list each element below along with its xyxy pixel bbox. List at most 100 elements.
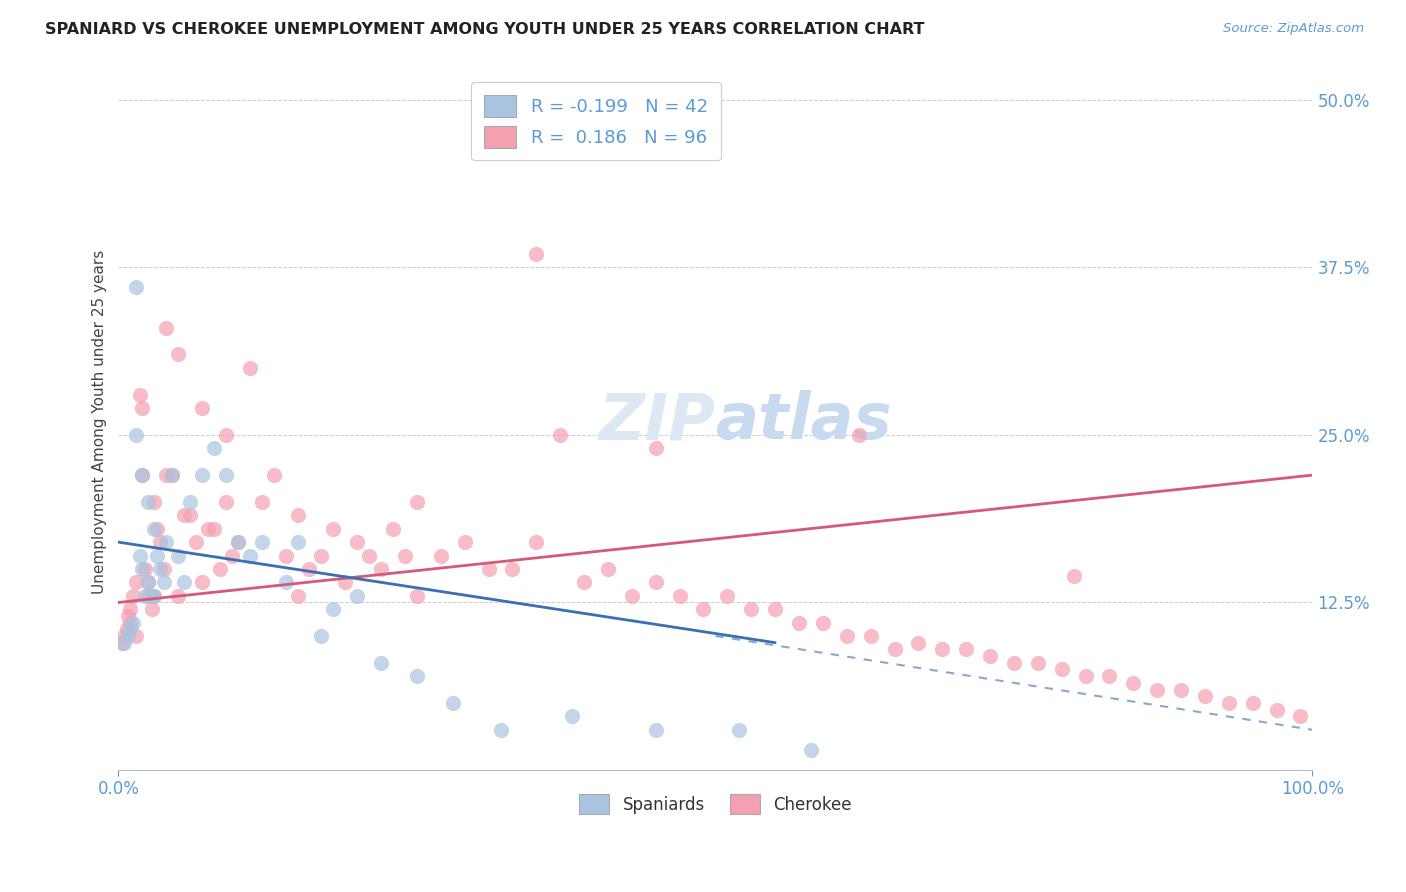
Point (346, 589, 368, 603)
Point (274, 575, 297, 590)
Point (141, 602, 163, 616)
Point (173, 508, 195, 523)
Point (477, 562, 499, 576)
Point (221, 549, 243, 563)
Point (287, 535, 309, 549)
Point (848, 428, 870, 442)
Point (406, 495, 429, 509)
Point (129, 387, 152, 401)
Point (121, 615, 143, 630)
Point (1146, 682, 1168, 697)
Point (620, 589, 643, 603)
Point (191, 575, 214, 590)
Point (572, 575, 595, 590)
Point (322, 522, 344, 536)
Point (215, 468, 238, 483)
Point (1002, 656, 1025, 670)
Point (883, 642, 905, 657)
Point (1170, 682, 1192, 697)
Point (131, 468, 153, 483)
Text: ZIP: ZIP (599, 391, 716, 452)
Point (129, 549, 152, 563)
Point (274, 549, 297, 563)
Point (1194, 690, 1216, 704)
Point (167, 347, 190, 361)
Point (115, 622, 138, 636)
Point (208, 562, 231, 576)
Point (134, 562, 156, 576)
Point (155, 468, 177, 483)
Point (149, 535, 172, 549)
Point (136, 495, 159, 509)
Point (1098, 669, 1121, 683)
Point (117, 629, 139, 643)
Point (202, 442, 225, 456)
Point (1289, 709, 1312, 723)
Point (524, 535, 547, 549)
Point (215, 495, 238, 509)
Point (1218, 696, 1240, 710)
Point (800, 743, 823, 757)
Point (167, 589, 190, 603)
Point (173, 575, 195, 590)
Point (859, 629, 882, 643)
Text: SPANIARD VS CHEROKEE UNEMPLOYMENT AMONG YOUTH UNDER 25 YEARS CORRELATION CHART: SPANIARD VS CHEROKEE UNEMPLOYMENT AMONG … (45, 22, 925, 37)
Point (141, 589, 163, 603)
Point (907, 635, 929, 649)
Point (298, 562, 321, 576)
Point (131, 562, 153, 576)
Point (287, 589, 309, 603)
Point (740, 602, 762, 616)
Point (145, 522, 167, 536)
Point (346, 535, 368, 549)
Point (184, 535, 207, 549)
Point (716, 589, 738, 603)
Point (160, 468, 183, 483)
Point (644, 442, 666, 456)
Text: atlas: atlas (716, 391, 891, 452)
Point (370, 656, 392, 670)
Point (149, 562, 172, 576)
Legend: Spaniards, Cherokee: Spaniards, Cherokee (569, 784, 862, 824)
Point (239, 549, 262, 563)
Point (125, 280, 148, 294)
Point (155, 320, 177, 334)
Point (322, 602, 344, 616)
Point (394, 549, 416, 563)
Point (120, 602, 142, 616)
Point (226, 535, 249, 549)
Point (596, 562, 619, 576)
Point (263, 468, 285, 483)
Point (1026, 656, 1049, 670)
Point (121, 589, 143, 603)
Point (370, 562, 392, 576)
Point (1074, 669, 1097, 683)
Point (125, 575, 148, 590)
Point (143, 495, 166, 509)
Point (561, 709, 583, 723)
Point (226, 535, 249, 549)
Point (644, 723, 666, 737)
Point (441, 696, 464, 710)
Point (134, 589, 156, 603)
Point (501, 562, 523, 576)
Point (117, 608, 139, 623)
Point (454, 535, 477, 549)
Point (787, 615, 810, 630)
Point (143, 522, 166, 536)
Point (406, 669, 429, 683)
Point (311, 549, 333, 563)
Point (548, 428, 571, 442)
Y-axis label: Unemployment Among Youth under 25 years: Unemployment Among Youth under 25 years (93, 250, 107, 593)
Point (131, 401, 153, 415)
Point (145, 549, 167, 563)
Text: Source: ZipAtlas.com: Source: ZipAtlas.com (1223, 22, 1364, 36)
Point (160, 468, 183, 483)
Point (931, 642, 953, 657)
Point (136, 575, 159, 590)
Point (143, 589, 166, 603)
Point (125, 428, 148, 442)
Point (311, 629, 333, 643)
Point (136, 589, 159, 603)
Point (250, 495, 273, 509)
